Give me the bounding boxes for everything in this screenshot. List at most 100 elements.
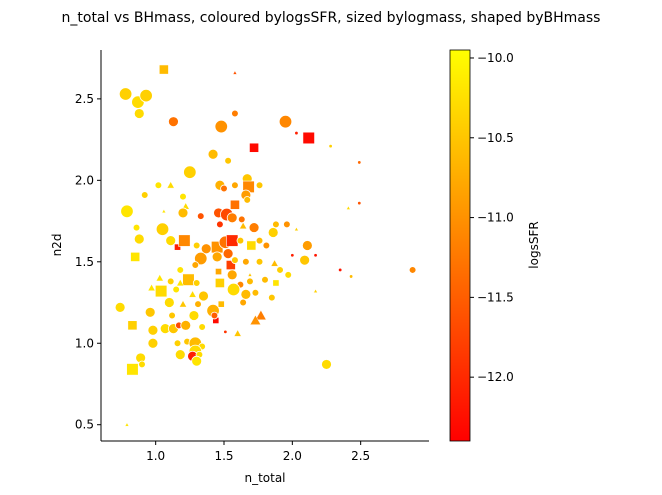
data-point-circle xyxy=(176,266,185,274)
data-point-circle xyxy=(174,349,186,361)
data-point-circle xyxy=(198,323,206,331)
data-point-circle xyxy=(147,324,159,336)
data-point-circle xyxy=(408,266,417,274)
data-point-circle xyxy=(168,116,179,128)
data-point-circle xyxy=(236,236,245,245)
data-point-circle xyxy=(120,204,134,218)
data-point-circle xyxy=(165,235,177,247)
data-point-circle xyxy=(255,181,264,190)
data-point-circle xyxy=(223,329,228,335)
data-point-circle xyxy=(255,236,264,245)
scatter-points xyxy=(114,64,417,427)
data-point-circle xyxy=(239,298,247,307)
data-point-circle xyxy=(231,256,239,264)
data-point-circle xyxy=(139,88,153,103)
data-point-circle xyxy=(188,310,200,321)
data-point-triangle xyxy=(313,288,318,293)
data-point-circle xyxy=(191,355,203,367)
colorbar-tick-label: −11.5 xyxy=(477,290,514,304)
data-point-circle xyxy=(240,288,252,300)
data-point-square xyxy=(302,131,315,145)
data-point-circle xyxy=(237,215,246,224)
data-point-circle xyxy=(118,87,133,101)
data-point-circle xyxy=(243,196,252,204)
data-point-triangle xyxy=(124,422,130,427)
data-point-circle xyxy=(216,220,224,229)
data-point-circle xyxy=(194,251,208,266)
data-point-circle xyxy=(248,222,260,233)
data-point-circle xyxy=(348,274,354,279)
data-point-triangle xyxy=(346,205,351,210)
data-point-circle xyxy=(210,311,219,320)
data-point-circle xyxy=(357,160,362,165)
data-point-circle xyxy=(226,212,238,224)
data-point-circle xyxy=(278,114,293,129)
data-point-triangle xyxy=(179,300,187,308)
colorbar-tick-label: −10.0 xyxy=(477,51,514,65)
colorbar-tick-label: −12.0 xyxy=(477,370,514,384)
data-point-circle xyxy=(198,290,209,302)
data-point-circle xyxy=(231,109,239,118)
data-point-circle xyxy=(196,212,205,220)
data-point-square xyxy=(178,234,191,247)
x-tick-label: 1.0 xyxy=(146,449,165,463)
data-point-square xyxy=(126,363,139,376)
colorbar-ticks: −10.0 −10.5 −11.0 −11.5 −12.0 xyxy=(470,51,514,384)
data-point-circle xyxy=(220,184,228,193)
y-tick-label: 2.0 xyxy=(75,173,94,187)
data-point-triangle xyxy=(188,290,197,298)
data-point-circle xyxy=(214,119,228,134)
data-point-circle xyxy=(283,220,291,229)
data-point-circle xyxy=(173,339,182,348)
data-point-circle xyxy=(133,108,145,119)
data-point-circle xyxy=(211,251,223,263)
data-point-circle xyxy=(242,257,250,266)
x-tick-label: 2.0 xyxy=(283,449,302,463)
data-point-circle xyxy=(267,227,279,238)
data-point-triangle xyxy=(255,309,267,320)
data-point-circle xyxy=(294,130,299,136)
data-point-circle xyxy=(276,266,284,274)
y-axis-ticks: 0.5 1.0 1.5 2.0 2.5 xyxy=(75,92,101,432)
data-point-circle xyxy=(262,241,271,250)
data-point-circle xyxy=(299,254,311,266)
data-point-triangle xyxy=(247,272,253,277)
data-point-circle xyxy=(272,220,280,229)
data-point-circle xyxy=(180,319,192,331)
data-point-square xyxy=(158,64,169,75)
chart-title: n_total vs BHmass, coloured bylogsSFR, s… xyxy=(62,10,601,26)
data-point-circle xyxy=(166,277,175,286)
data-point-square xyxy=(182,273,195,286)
data-point-square xyxy=(215,268,222,275)
data-point-circle xyxy=(192,241,201,250)
data-point-circle xyxy=(224,156,232,165)
data-point-circle xyxy=(138,360,146,369)
data-point-circle xyxy=(133,233,145,245)
data-point-circle xyxy=(321,359,332,370)
data-point-circle xyxy=(301,240,313,251)
data-point-triangle xyxy=(161,208,167,213)
data-point-square xyxy=(272,279,280,287)
data-point-circle xyxy=(328,143,333,149)
data-point-circle xyxy=(155,222,170,236)
data-point-circle xyxy=(255,257,264,266)
data-point-square xyxy=(246,240,257,251)
data-point-square xyxy=(215,278,225,288)
data-point-circle xyxy=(191,261,200,269)
data-point-square xyxy=(127,320,138,331)
data-point-circle xyxy=(313,253,318,258)
data-point-circle xyxy=(192,279,201,287)
data-point-circle xyxy=(251,288,260,297)
data-point-circle xyxy=(231,181,239,190)
colorbar-label: logsSFR xyxy=(527,221,541,268)
data-point-triangle xyxy=(270,259,279,267)
data-point-triangle xyxy=(232,70,238,75)
data-point-circle xyxy=(284,271,293,279)
data-point-circle xyxy=(261,275,269,284)
data-point-circle xyxy=(337,267,343,273)
data-point-circle xyxy=(172,285,180,294)
x-axis-label: n_total xyxy=(244,471,285,485)
data-point-circle xyxy=(140,191,149,199)
data-point-circle xyxy=(147,337,159,349)
